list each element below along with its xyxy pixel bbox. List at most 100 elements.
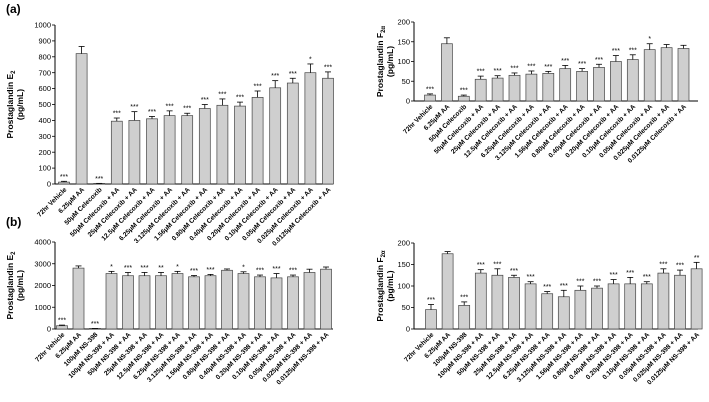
significance-marker: ** [158,265,164,272]
bar [58,181,70,185]
bar [624,283,637,330]
bar [105,273,118,330]
significance-marker: *** [426,86,434,93]
significance-marker: *** [427,297,435,304]
y-tick-label: 0 [47,180,51,189]
significance-marker: *** [91,321,99,328]
significance-marker: *** [527,63,535,70]
significance-marker: *** [166,103,174,110]
bar [640,283,653,330]
bar [56,325,68,330]
significance-marker: * [176,264,179,271]
significance-marker: *** [60,174,68,181]
bar [491,77,504,102]
y-tick-label: 400 [38,116,51,125]
significance-marker: *** [676,263,684,270]
bar [304,72,317,185]
panel-label-a: (a) [6,2,21,16]
bar [574,289,587,330]
bar [237,273,250,330]
bar [441,43,453,102]
y-axis-units: (pg/mL) [385,46,395,77]
y-tick-label: 100 [397,57,410,66]
significance-marker: *** [595,57,603,64]
bar [163,115,176,185]
significance-marker: *** [561,58,569,65]
bar [607,283,620,330]
bar [122,275,134,330]
y-axis-label: Prostaglandin F2α [375,26,387,98]
bar [541,293,554,330]
significance-marker: *** [643,274,651,281]
significance-marker: *** [190,268,198,275]
y-tick-label: 0 [406,97,410,106]
significance-marker: ** [694,255,700,262]
significance-marker: *** [494,68,502,75]
bar [204,275,217,330]
bar [576,71,588,102]
bar [269,87,282,185]
y-axis-label-sub: 2 [11,70,17,74]
bar [188,276,200,330]
bar [181,115,194,185]
significance-marker: *** [477,69,485,76]
significance-marker: *** [236,95,244,102]
significance-marker: *** [124,265,132,272]
bar [643,49,656,102]
significance-marker: *** [510,268,518,275]
y-axis-label-main: Prostaglandin F [375,33,385,97]
significance-marker: *** [256,268,264,275]
significance-marker: *** [130,104,138,111]
bar [591,287,603,330]
bar [524,283,537,330]
significance-marker: *** [324,64,332,71]
bar [559,68,572,102]
y-tick-label: 200 [397,239,410,248]
significance-marker: *** [543,284,551,291]
bar [457,95,470,102]
y-tick-label: 200 [38,148,51,157]
y-tick-label: 100 [397,282,410,291]
bar [657,272,670,330]
y-axis-label: Prostaglandin E2 [5,251,17,320]
bar [155,275,167,330]
y-tick-label: 800 [38,52,51,61]
y-tick-label: 3000 [34,259,51,268]
significance-marker: *** [576,279,584,286]
bar [72,267,85,330]
significance-marker: *** [289,71,297,78]
significance-marker: *** [612,48,620,55]
y-tick-label: 150 [397,260,410,269]
bar [110,120,123,185]
bar [138,275,151,330]
significance-marker: *** [218,91,226,98]
bar [474,272,487,330]
significance-marker: * [648,36,651,43]
y-axis-units: (pg/mL) [15,270,25,301]
significance-marker: *** [113,111,121,118]
significance-marker: *** [289,268,297,275]
bar [146,118,158,185]
significance-marker: *** [254,83,262,90]
y-tick-label: 150 [397,37,410,46]
bar [270,277,283,330]
bar [303,272,316,330]
significance-marker: * [242,264,245,271]
significance-marker: *** [610,272,618,279]
significance-marker: * [110,264,113,271]
y-tick-label: 900 [38,37,51,46]
significance-marker: *** [206,267,214,274]
bar [322,77,334,185]
significance-marker: *** [95,176,103,183]
y-tick-label: 200 [397,18,410,27]
significance-marker: *** [271,73,279,80]
y-tick-label: 500 [38,100,51,109]
bar [425,309,437,330]
bar [610,61,622,102]
y-tick-label: 1000 [34,303,51,312]
significance-marker: *** [148,109,156,116]
chart-pge2-celecoxib: 0 100 200 300 400 500 600 700 800 900 1000 Prostagl… [5,21,334,248]
significance-marker: *** [510,65,518,72]
